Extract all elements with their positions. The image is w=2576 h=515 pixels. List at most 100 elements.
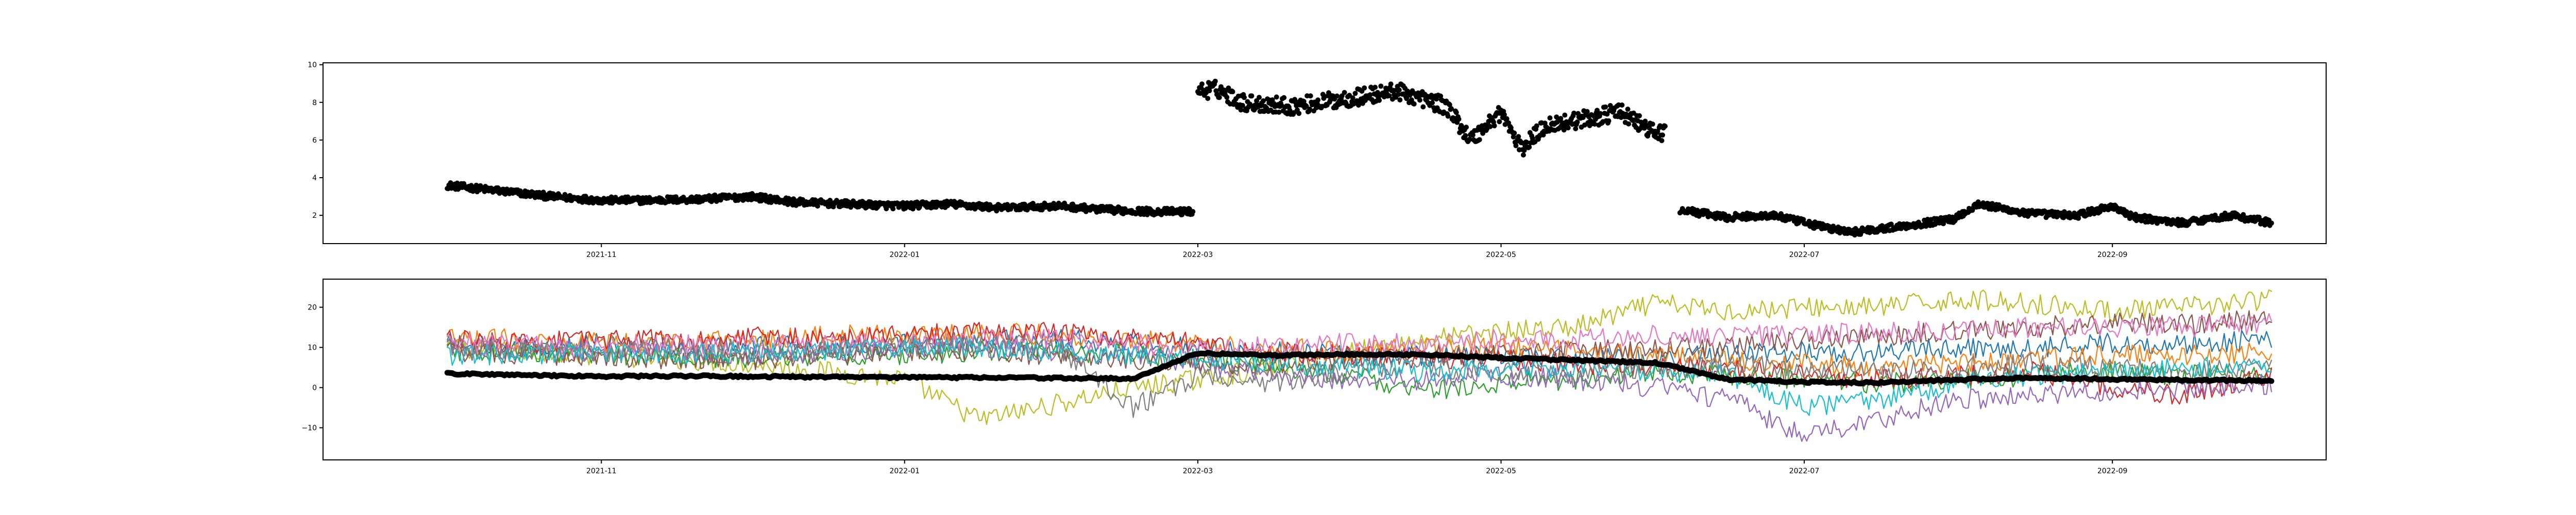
scatter-segment	[1677, 199, 2274, 238]
scatter-point	[1660, 132, 1665, 138]
x-tick-label: 2021-11	[586, 251, 617, 259]
scatter-point	[1637, 113, 1642, 118]
scatter-point	[1607, 103, 1613, 108]
scatter-point	[1565, 125, 1571, 131]
scatter-point	[1242, 95, 1247, 100]
scatter-point	[1606, 118, 1612, 124]
scatter-point	[1463, 133, 1468, 139]
scatter-point	[1240, 102, 1245, 108]
scatter-point	[1595, 108, 1600, 113]
scatter-point	[1224, 94, 1230, 100]
scatter-point	[1492, 123, 1497, 129]
y-tick-label: −10	[301, 424, 317, 433]
scatter-point	[1378, 83, 1384, 89]
scatter-point	[1626, 121, 1632, 127]
scatter-point	[1212, 78, 1218, 84]
x-tick-label: 2022-01	[890, 467, 920, 475]
scatter-point	[1249, 93, 1255, 99]
scatter-point	[1350, 95, 1355, 101]
scatter-point	[1216, 95, 1222, 100]
series-line	[447, 334, 2272, 418]
scatter-point	[1524, 140, 1530, 145]
scatter-point	[1372, 84, 1378, 90]
scatter-point	[1388, 81, 1394, 87]
scatter-point	[1643, 122, 1649, 128]
scatter-point	[1487, 124, 1493, 129]
scatter-point	[1547, 115, 1553, 121]
scatter-point	[1561, 127, 1567, 133]
scatter-point	[1342, 90, 1347, 95]
scatter-segment	[1195, 78, 1668, 158]
scatter-point	[1445, 113, 1451, 119]
scatter-point	[1650, 122, 1655, 127]
scatter-point	[1573, 126, 1579, 131]
scatter-point	[1417, 97, 1422, 103]
y-tick-label: 10	[308, 344, 317, 352]
x-tick-label: 2022-07	[1789, 251, 1820, 259]
scatter-point	[1362, 85, 1367, 91]
scatter-point	[1030, 200, 1036, 206]
series-line	[447, 310, 2272, 375]
scatter-point	[1355, 102, 1361, 108]
scatter-point	[1303, 104, 1309, 109]
scatter-point	[1396, 92, 1401, 97]
scatter-point	[1397, 97, 1403, 102]
scatter-point	[1470, 132, 1476, 138]
scatter-point	[2076, 215, 2081, 221]
series-line	[447, 313, 2272, 358]
scatter-point	[1467, 136, 1472, 142]
x-tick-label: 2022-01	[890, 251, 920, 259]
scatter-point	[1352, 91, 1358, 96]
series-line	[447, 336, 2272, 416]
scatter-point	[1190, 209, 1196, 214]
scatter-point	[1411, 101, 1417, 107]
scatter-point	[1662, 124, 1668, 129]
scatter-point	[815, 203, 820, 209]
scatter-point	[1801, 217, 1806, 222]
scatter-point	[1276, 109, 1282, 115]
y-tick-label: 4	[312, 174, 317, 182]
top-scatter-panel: 2021-11 2022-01 2022-03 2022-05 2022-07 2022-…	[308, 61, 2327, 259]
scatter-point	[1504, 116, 1510, 122]
scatter-point	[1453, 110, 1459, 115]
scatter-point	[1274, 94, 1279, 100]
scatter-point	[1377, 97, 1382, 103]
scatter-point	[1456, 116, 1462, 122]
x-tick-label: 2021-11	[586, 467, 617, 475]
scatter-point	[1281, 95, 1287, 100]
x-tick-label: 2022-09	[2097, 251, 2128, 259]
y-tick-label: 20	[308, 304, 317, 312]
scatter-point	[1603, 104, 1608, 110]
scatter-point	[1619, 102, 1625, 108]
scatter-point	[1519, 140, 1524, 146]
scatter-point	[1257, 95, 1262, 100]
plot-frame	[323, 62, 2327, 244]
scatter-point	[1301, 99, 1307, 105]
scatter-point	[1527, 144, 1532, 150]
y-tick-label: 6	[312, 136, 317, 145]
scatter-point	[1511, 134, 1516, 140]
scatter-point	[1497, 119, 1502, 125]
bottom-line-panel: 2021-11 2022-01 2022-03 2022-05 2022-07 2022-…	[301, 279, 2327, 475]
y-tick-label: 2	[312, 212, 317, 220]
scatter-point	[1520, 152, 1526, 158]
x-tick-label: 2022-03	[1183, 251, 1213, 259]
scatter-point	[1386, 93, 1392, 98]
x-tick-label: 2022-05	[1486, 467, 1516, 475]
scatter-point	[1625, 107, 1631, 112]
x-tick-label: 2022-07	[1789, 467, 1820, 475]
scatter-point	[1571, 110, 1577, 116]
scatter-point	[1230, 89, 1235, 95]
scatter-point	[1598, 111, 1603, 116]
scatter-point	[1975, 199, 1981, 205]
scatter-point	[1512, 130, 1517, 136]
scatter-point	[1584, 109, 1590, 114]
scatter-point	[1574, 119, 1580, 125]
scatter-point	[1516, 134, 1521, 140]
y-tick-label: 10	[308, 61, 317, 70]
scatter-point	[2268, 220, 2274, 226]
scatter-point	[1207, 88, 1212, 94]
scatter-point	[890, 206, 896, 212]
series-line-black	[444, 350, 2275, 387]
scatter-point	[1308, 93, 1313, 99]
